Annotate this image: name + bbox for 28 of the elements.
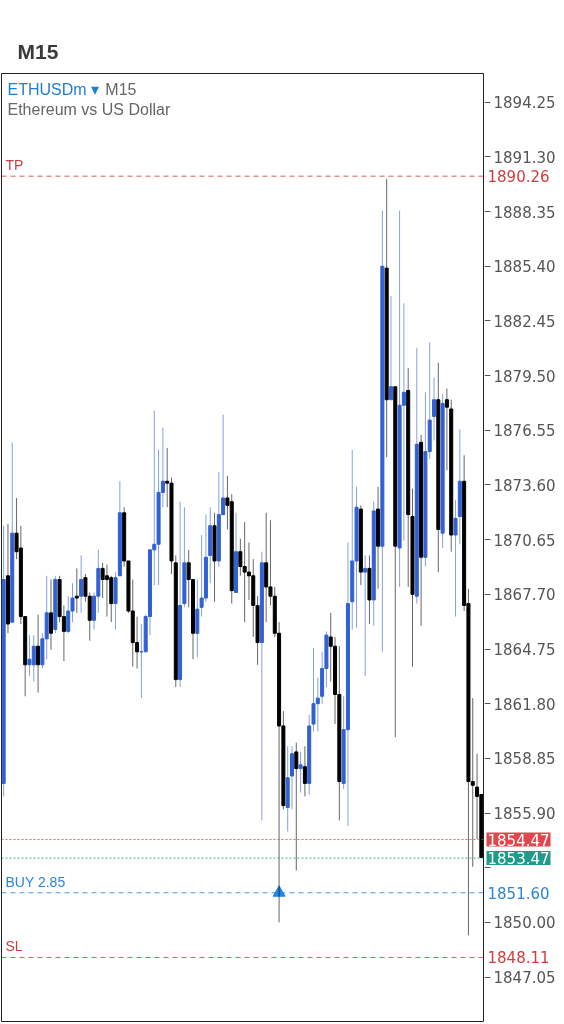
text: Ethereum vs US Dollar <box>7 100 171 118</box>
y-tick-label: 1855.90 <box>493 805 556 824</box>
y-tick-label: 1870.65 <box>493 531 556 550</box>
text: 1848.11 <box>487 949 550 968</box>
text: 1851.60 <box>487 884 550 903</box>
y-tick-label: 1864.75 <box>493 641 556 660</box>
y-tick-label: 1888.35 <box>493 203 556 222</box>
y-tick-label: 1882.45 <box>493 312 556 331</box>
y-tick-label: 1850.00 <box>493 914 556 933</box>
y-tick-label: 1847.05 <box>493 969 556 988</box>
y-tick-label: 1861.80 <box>493 695 556 714</box>
text: 1853.47 <box>487 850 550 869</box>
ref-line-label: BUY 2.85 <box>5 873 66 890</box>
chart-title: ETHUSDm ▾ <box>7 80 100 98</box>
ref-line-label: SL <box>5 938 23 955</box>
text: M15 <box>17 39 59 63</box>
y-tick-label: 1873.60 <box>493 476 556 495</box>
text: 1890.26 <box>487 168 550 187</box>
y-tick-label: 1858.85 <box>493 750 556 769</box>
ref-line-label: TP <box>5 157 24 174</box>
annotation: M15 <box>105 80 137 98</box>
y-tick-label: 1876.55 <box>493 422 556 441</box>
y-tick-label: 1879.50 <box>493 367 556 386</box>
text: 1854.47 <box>487 831 550 850</box>
y-tick-label: 1885.40 <box>493 258 556 277</box>
y-tick-label: 1894.25 <box>493 94 556 113</box>
y-tick-label: 1867.70 <box>493 586 556 605</box>
y-tick-label: 1891.30 <box>493 148 556 167</box>
